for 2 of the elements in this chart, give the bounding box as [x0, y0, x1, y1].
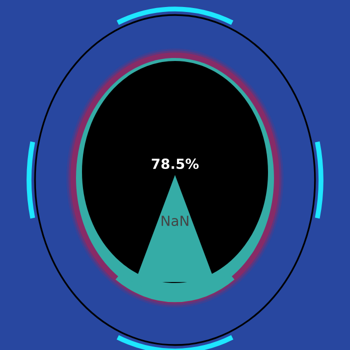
data-label: 78.5% — [152, 158, 199, 170]
text: NaN — [162, 216, 188, 226]
